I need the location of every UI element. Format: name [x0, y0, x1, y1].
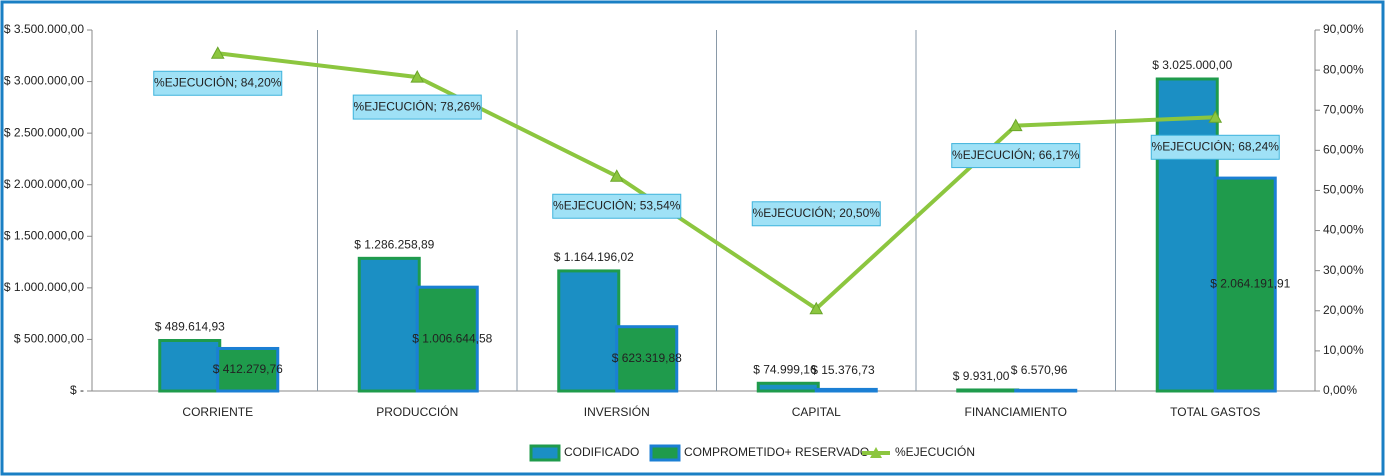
bar [756, 381, 820, 393]
line-marker [410, 70, 425, 83]
data-label: $ 3.025.000,00 [1152, 58, 1232, 72]
data-label: $ 9.931,00 [953, 369, 1010, 383]
y2-tick-label: 60,00% [1323, 143, 1364, 157]
data-label-box [951, 143, 1081, 169]
data-label: %EJECUCIÓN; 53,54% [553, 197, 681, 212]
line-marker [609, 169, 624, 182]
legend-swatch [649, 444, 681, 462]
data-label: $ 1.006.644,58 [412, 331, 492, 345]
data-label: $ 1.286.258,89 [354, 238, 434, 252]
y2-tick-label: 70,00% [1323, 102, 1364, 116]
bar [557, 269, 621, 393]
data-label: %EJECUCIÓN; 66,17% [952, 147, 1080, 162]
x-tick-label: CORRIENTE [182, 405, 253, 419]
line-marker [1008, 118, 1023, 132]
y2-tick-label: 20,00% [1323, 303, 1364, 317]
line [217, 51, 1216, 312]
y2-tick-label: 30,00% [1323, 263, 1364, 277]
data-label: $ 1.164.196,02 [554, 250, 634, 264]
bar [615, 325, 679, 393]
legend-label: COMPROMETIDO+ RESERVADO [684, 445, 869, 459]
bar [1213, 176, 1277, 393]
y-tick-label: $ 3.000.000,00 [4, 74, 84, 88]
y2-tick-label: 40,00% [1323, 223, 1364, 237]
legend-swatch [870, 447, 882, 458]
x-tick-label: TOTAL GASTOS [1170, 405, 1260, 419]
bar [814, 387, 878, 393]
legend-swatch [529, 444, 561, 462]
bar [357, 256, 421, 393]
y2-tick-label: 80,00% [1323, 62, 1364, 76]
data-label: %EJECUCIÓN; 20,50% [753, 205, 881, 220]
y2-tick-label: 0,00% [1323, 383, 1357, 397]
x-tick-label: CAPITAL [792, 405, 841, 419]
data-label: $ 74.999,16 [753, 362, 817, 376]
bar [1155, 77, 1219, 393]
bar [158, 338, 222, 393]
y2-tick-label: 50,00% [1323, 183, 1364, 197]
legend-label: %EJECUCIÓN [895, 444, 975, 459]
line-marker [210, 46, 225, 59]
line-marker [809, 301, 824, 315]
y-tick-label: $ 1.000.000,00 [4, 280, 84, 294]
data-label: $ 623.319,88 [612, 351, 682, 365]
data-label-box [751, 201, 881, 227]
data-label: %EJECUCIÓN; 68,24% [1152, 138, 1280, 153]
y2-tick-label: 90,00% [1323, 22, 1364, 36]
data-label-box [1150, 134, 1280, 160]
data-label: $ 412.279,76 [213, 362, 283, 376]
data-label: $ 15.376,73 [811, 363, 875, 377]
y-tick-label: $ 3.500.000,00 [4, 22, 84, 36]
data-label: $ 2.064.191,91 [1210, 277, 1290, 291]
data-label-box [552, 193, 682, 219]
bar [415, 285, 479, 393]
bar [956, 388, 1020, 393]
y-tick-label: $ - [70, 383, 84, 397]
data-label: $ 6.570,96 [1011, 363, 1068, 377]
bar [1014, 388, 1078, 393]
data-label-box [352, 94, 482, 120]
x-tick-label: FINANCIAMIENTO [965, 405, 1067, 419]
data-label-box [153, 70, 283, 96]
data-label: %EJECUCIÓN; 78,26% [354, 98, 482, 113]
line-marker [1208, 110, 1223, 123]
data-label: %EJECUCIÓN; 84,20% [154, 74, 282, 89]
x-tick-label: PRODUCCIÓN [376, 404, 458, 419]
data-label: $ 489.614,93 [155, 320, 225, 334]
y-tick-label: $ 500.000,00 [14, 332, 84, 346]
y-tick-label: $ 1.500.000,00 [4, 228, 84, 242]
y-tick-label: $ 2.500.000,00 [4, 125, 84, 139]
y2-tick-label: 10,00% [1323, 343, 1364, 357]
bar [216, 346, 280, 393]
legend-label: CODIFICADO [564, 445, 639, 459]
y-tick-label: $ 2.000.000,00 [4, 177, 84, 191]
x-tick-label: INVERSIÓN [584, 404, 650, 419]
